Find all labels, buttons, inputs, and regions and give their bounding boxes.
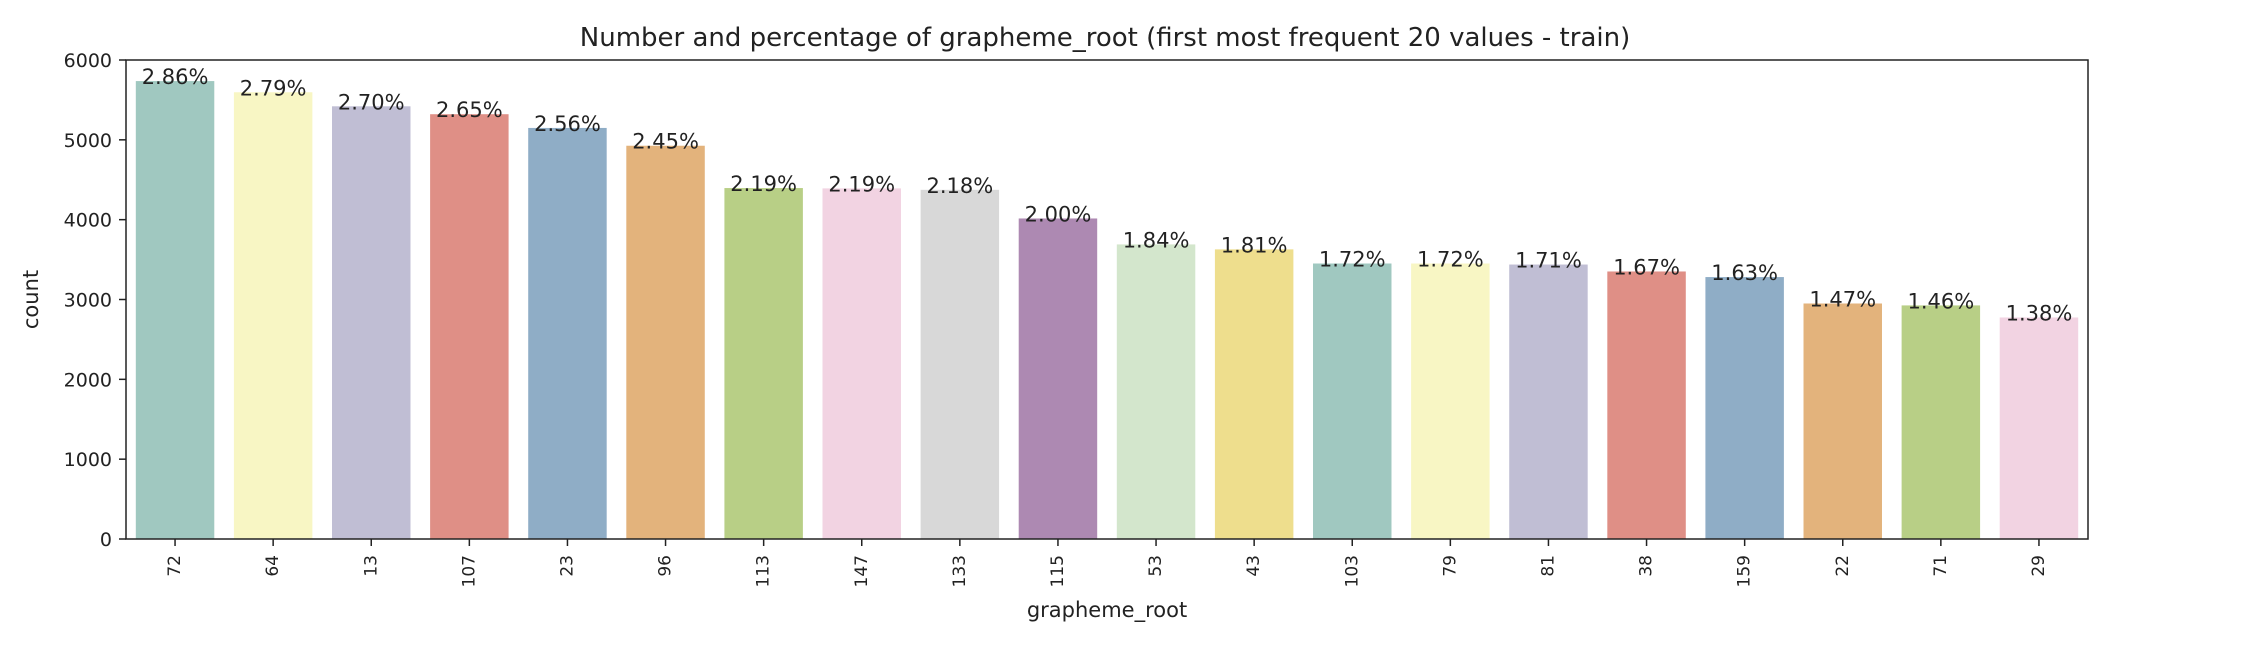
bar-38 [1607, 271, 1686, 539]
y-axis-label: count [19, 270, 43, 329]
data-label-107: 2.65% [436, 98, 503, 122]
data-label-64: 2.79% [240, 76, 307, 100]
bar-113 [724, 188, 803, 539]
data-label-22: 1.47% [1809, 287, 1876, 311]
x-tick-label-38: 38 [1637, 555, 1657, 577]
data-label-113: 2.19% [730, 172, 797, 196]
y-tick-label-2000: 2000 [64, 369, 112, 391]
data-label-71: 1.46% [1907, 289, 1974, 313]
bar-133 [920, 189, 1000, 539]
bar-96 [626, 145, 705, 539]
y-axis: 0 1000 2000 3000 4000 5000 6000 [64, 50, 126, 551]
x-tick-label-13: 13 [361, 555, 381, 577]
bar-115 [1018, 218, 1098, 539]
bar-23 [528, 127, 607, 539]
x-tick-label-43: 43 [1244, 555, 1264, 577]
bar-43 [1214, 249, 1294, 539]
data-label-147: 2.19% [828, 172, 895, 196]
x-tick-label-81: 81 [1538, 555, 1558, 577]
x-tick-label-79: 79 [1440, 555, 1460, 577]
x-tick-label-72: 72 [165, 555, 185, 577]
x-tick-label-22: 22 [1833, 555, 1853, 577]
y-tick-label-5000: 5000 [64, 130, 112, 152]
bar-72 [135, 81, 215, 540]
bar-147 [822, 188, 901, 539]
y-tick-label-3000: 3000 [64, 290, 112, 312]
data-label-53: 1.84% [1123, 228, 1190, 252]
x-tick-label-96: 96 [656, 555, 676, 577]
bar-107 [430, 114, 509, 539]
data-label-23: 2.56% [534, 112, 601, 136]
bar-159 [1705, 277, 1784, 539]
y-tick-label-6000: 6000 [64, 50, 112, 72]
x-tick-label-147: 147 [852, 555, 872, 587]
data-label-103: 1.72% [1319, 247, 1386, 271]
bar-71 [1901, 305, 1981, 539]
data-label-79: 1.72% [1417, 247, 1484, 271]
data-labels-group: 2.86% 2.79% 2.70% 2.65% 2.56% 2.45% 2.19% 2.19%… [142, 65, 2073, 325]
bar-53 [1116, 244, 1196, 540]
bar-13 [332, 106, 411, 539]
x-tick-label-115: 115 [1048, 555, 1068, 587]
x-tick-label-29: 29 [2029, 555, 2049, 577]
y-tick-label-1000: 1000 [64, 449, 112, 471]
chart-title: Number and percentage of grapheme_root (… [580, 23, 1630, 53]
x-tick-label-71: 71 [1931, 555, 1951, 577]
x-axis: 72 64 13 107 23 96 113 147 133 115 53 43 103 79 81 38 15… [165, 539, 2049, 587]
x-tick-label-113: 113 [754, 555, 774, 587]
x-tick-label-159: 159 [1735, 555, 1755, 587]
bar-81 [1509, 264, 1588, 539]
data-label-115: 2.00% [1025, 202, 1092, 226]
x-tick-label-53: 53 [1146, 555, 1166, 577]
y-tick-label-4000: 4000 [64, 210, 112, 232]
x-tick-label-23: 23 [557, 555, 577, 577]
x-tick-label-103: 103 [1342, 555, 1362, 587]
x-tick-label-64: 64 [263, 555, 283, 577]
bar-29 [1999, 317, 2079, 539]
y-tick-label-0: 0 [100, 529, 112, 551]
plot-frame [125, 59, 2089, 540]
x-tick-label-107: 107 [459, 555, 479, 587]
data-label-43: 1.81% [1221, 233, 1288, 257]
x-axis-label: grapheme_root [1027, 598, 1187, 623]
bar-64 [233, 92, 313, 539]
bar-79 [1411, 263, 1490, 539]
data-label-159: 1.63% [1711, 261, 1778, 285]
x-tick-label-133: 133 [950, 555, 970, 587]
bar-22 [1803, 303, 1882, 539]
bars-group [135, 81, 2079, 540]
data-label-38: 1.67% [1613, 255, 1680, 279]
bar-103 [1313, 263, 1392, 539]
data-label-72: 2.86% [142, 65, 209, 89]
data-label-133: 2.18% [926, 174, 993, 198]
data-label-81: 1.71% [1515, 249, 1582, 273]
data-label-13: 2.70% [338, 90, 405, 114]
data-label-29: 1.38% [2006, 301, 2073, 325]
data-label-96: 2.45% [632, 130, 699, 154]
